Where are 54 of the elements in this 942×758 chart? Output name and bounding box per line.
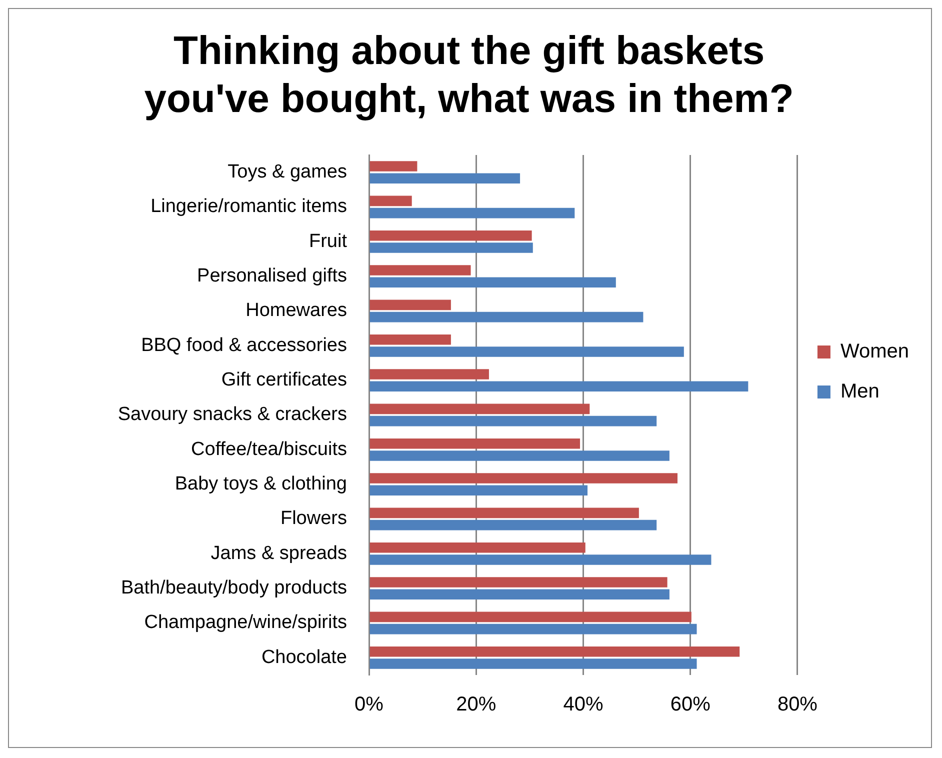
y-tick-label: Coffee/tea/biscuits	[191, 438, 347, 460]
y-tick-label: Lingerie/romantic items	[150, 196, 347, 218]
bar	[370, 277, 616, 288]
bar	[370, 381, 748, 392]
y-tick-label: Flowers	[280, 508, 347, 530]
bar	[370, 161, 418, 172]
y-tick-label: Baby toys & clothing	[174, 474, 347, 495]
text: Thinking about the gift baskets	[173, 29, 765, 74]
bar	[370, 242, 533, 253]
bar	[370, 450, 670, 461]
bar	[370, 196, 412, 206]
y-tick-label: BBQ food & accessories	[141, 334, 347, 356]
y-tick-label: Jams & spreads	[210, 542, 347, 564]
bar	[370, 612, 692, 622]
bar	[370, 300, 451, 310]
y-tick-label: Toys & games	[228, 162, 347, 183]
legend-label: Men	[840, 380, 880, 403]
y-tick-label: Chocolate	[261, 646, 347, 668]
x-tick-label: 80%	[777, 694, 818, 716]
x-tick-label: 20%	[456, 694, 496, 716]
x-tick-label: 60%	[670, 694, 711, 716]
x-tick-label: 40%	[563, 694, 604, 716]
bar	[370, 438, 580, 449]
bar	[370, 624, 697, 634]
bar	[370, 520, 657, 530]
bar	[370, 230, 532, 241]
y-tick-label: Homewares	[246, 300, 347, 322]
bar	[370, 312, 644, 322]
x-tick-label: 0%	[354, 694, 384, 716]
bar	[370, 369, 489, 380]
y-tick-label: Champagne/wine/spirits	[144, 612, 347, 634]
bar	[370, 589, 670, 600]
y-tick-label: Bath/beauty/body products	[120, 578, 347, 599]
bar	[370, 404, 590, 414]
bar	[370, 346, 684, 357]
bar	[370, 473, 678, 484]
legend-label: Women	[840, 340, 909, 363]
bar	[370, 173, 520, 184]
bar	[370, 265, 471, 276]
bar	[370, 485, 588, 496]
bar	[370, 208, 575, 218]
text: you've bought, what was in them?	[144, 77, 794, 122]
bar	[370, 646, 740, 657]
bar	[370, 508, 639, 518]
bar	[370, 334, 451, 345]
y-tick-label: Savoury snacks & crackers	[118, 404, 347, 426]
y-tick-label: Personalised gifts	[197, 266, 347, 287]
bar	[370, 554, 712, 565]
y-tick-label: Gift certificates	[221, 370, 347, 391]
bar	[370, 658, 697, 669]
y-tick-label: Fruit	[309, 230, 348, 252]
bar	[370, 577, 668, 588]
bar	[370, 542, 586, 553]
bar	[370, 416, 657, 426]
